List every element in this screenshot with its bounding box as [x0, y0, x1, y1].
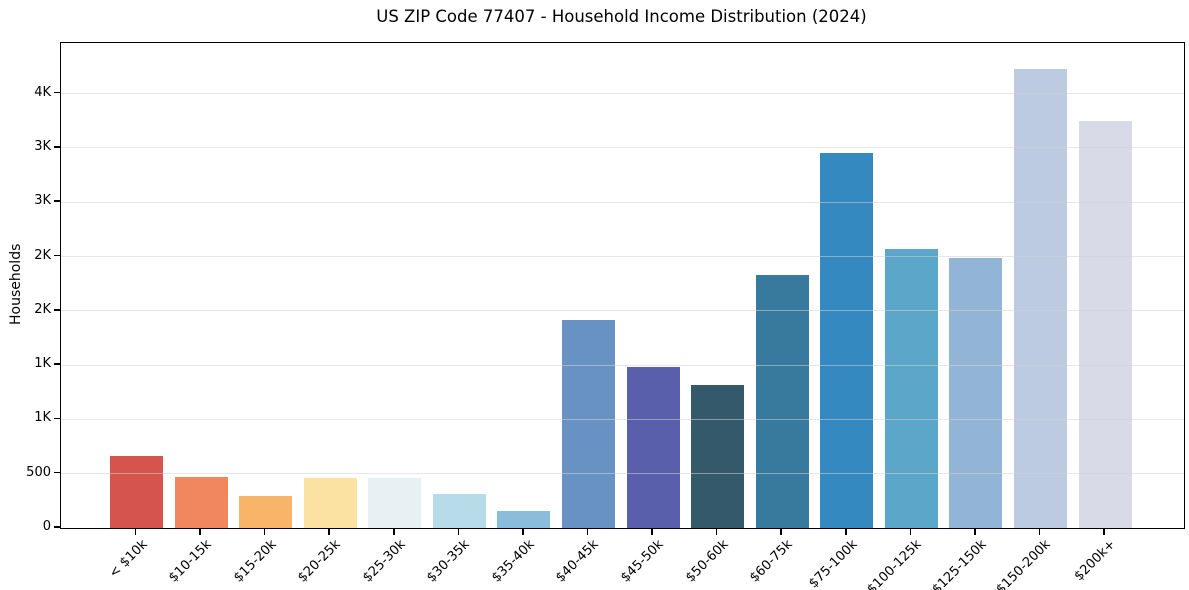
x-tick-mark: [1103, 528, 1105, 535]
y-tick-label: 2K: [34, 247, 51, 263]
bar-$15-20k: [239, 495, 293, 528]
gridline: [61, 310, 1184, 312]
x-tick-mark: [586, 528, 589, 535]
y-tick-mark: [54, 417, 60, 420]
x-tick-mark: [651, 528, 653, 535]
x-tick-label-text: $200k+: [1071, 537, 1119, 585]
gridline: [61, 364, 1184, 366]
x-tick-label-text: $20-25k: [295, 537, 344, 586]
bar-$35-40k: [497, 511, 551, 528]
gridline: [61, 201, 1184, 203]
x-tick-label-text: $25-30k: [359, 537, 409, 586]
bar-< $10k: [110, 456, 163, 528]
y-tick-label: 4K: [34, 84, 51, 100]
bar-$20-25k: [303, 477, 357, 528]
y-tick-mark: [54, 309, 60, 311]
y-tick-mark: [54, 200, 60, 202]
x-tick-label-text: < $10k: [106, 537, 151, 582]
y-tick-mark: [54, 254, 60, 257]
y-tick-label: 3K: [34, 138, 51, 154]
x-tick-mark: [974, 528, 976, 535]
plot-area: [60, 42, 1185, 529]
x-tick-label-text: $75-100k: [806, 537, 861, 590]
x-tick-mark: [328, 528, 330, 535]
x-tick-mark: [1038, 528, 1041, 535]
x-tick-mark: [522, 528, 524, 535]
y-tick-mark: [54, 146, 60, 148]
x-tick-label-text: $150-200k: [993, 537, 1055, 590]
bar-$25-30k: [368, 477, 422, 528]
gridline: [61, 93, 1184, 95]
x-tick-label-text: $30-35k: [424, 537, 473, 586]
gridline: [61, 147, 1184, 149]
bar-$200k+: [1078, 120, 1132, 528]
bar-$40-45k: [561, 320, 615, 528]
chart-title: US ZIP Code 77407 - Household Income Dis…: [376, 7, 867, 26]
bar-$75-100k: [820, 153, 874, 528]
x-tick-label-text: $35-40k: [489, 537, 538, 586]
y-axis-label: Households: [8, 243, 24, 326]
x-tick-mark: [715, 528, 718, 535]
x-tick-label-text: $15-20k: [230, 537, 280, 586]
bar-$150-200k: [1013, 68, 1067, 528]
x-tick-label-text: $125-150k: [929, 537, 990, 590]
x-tick-label-text: $100-125k: [864, 537, 925, 590]
bar-$100-125k: [884, 249, 938, 528]
x-tick-mark: [263, 528, 266, 535]
bar-$50-60k: [691, 384, 745, 528]
y-tick-label: 1K: [34, 410, 51, 426]
x-tick-mark: [393, 528, 395, 535]
x-tick-mark: [845, 528, 847, 535]
x-tick-mark: [780, 528, 782, 535]
y-tick-label: 2K: [34, 301, 51, 317]
y-tick-mark: [54, 91, 60, 94]
x-tick-mark: [199, 528, 201, 535]
x-tick-label-text: $40-45k: [553, 537, 603, 586]
x-tick-label-text: $50-60k: [682, 537, 732, 586]
gridline: [61, 418, 1184, 420]
y-tick-label: 1K: [34, 356, 51, 372]
y-tick-mark: [54, 363, 60, 365]
bar-$10-15k: [174, 476, 228, 528]
bar-$45-50k: [626, 367, 680, 528]
x-tick-label-text: $60-75k: [747, 537, 796, 586]
x-tick-mark: [457, 528, 460, 535]
bar-$60-75k: [755, 274, 809, 528]
gridline: [61, 256, 1184, 257]
y-tick-label: 500: [26, 464, 51, 480]
x-tick-mark: [134, 528, 137, 535]
gridline: [61, 473, 1184, 475]
y-tick-label: 0: [42, 519, 51, 534]
y-tick-mark: [54, 471, 60, 474]
x-tick-mark: [909, 528, 912, 535]
x-tick-label-text: $45-50k: [618, 537, 667, 586]
bar-$125-150k: [949, 257, 1003, 528]
bar-$30-35k: [432, 494, 486, 528]
y-tick-label: 3K: [34, 193, 51, 209]
y-tick-mark: [54, 526, 60, 528]
x-tick-label-text: $10-15k: [166, 537, 215, 586]
